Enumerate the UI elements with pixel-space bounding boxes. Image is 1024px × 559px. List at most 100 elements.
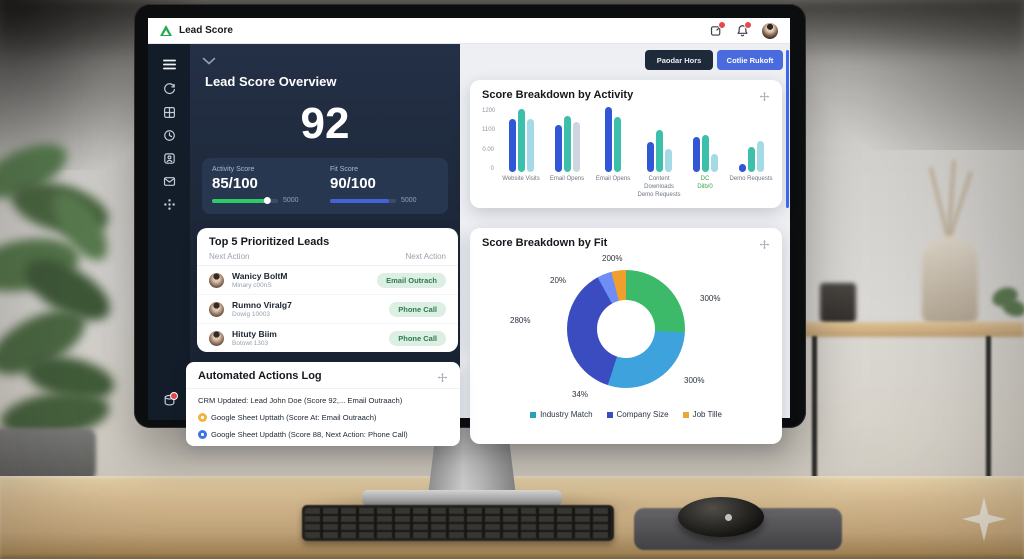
legend-swatch (606, 411, 613, 418)
leads-column-left: Next Action (209, 252, 250, 261)
bar (664, 149, 672, 172)
sheet-yellow-icon (198, 413, 207, 422)
legend-item: Company Size (606, 410, 669, 419)
user-avatar[interactable] (762, 22, 778, 39)
lead-detail: Dowig 10003 (232, 311, 270, 318)
legend-swatch (682, 411, 689, 418)
next-action-badge[interactable]: Email Outrach (377, 272, 446, 288)
bar-category-label: Content Downloads Demo Requests (637, 176, 681, 198)
bar (756, 141, 764, 172)
clock-icon[interactable] (163, 129, 176, 142)
legend-swatch (530, 411, 537, 418)
score-detail-card: Activity Score 85/100 5000 Fit Score 90/… (202, 158, 448, 214)
log-entry: CRM Updated: Lead John Doe (Score 92,...… (186, 392, 460, 409)
contact-card-icon[interactable] (163, 152, 176, 165)
automated-actions-log-card: Automated Actions Log CRM Updated: Lead … (186, 362, 460, 446)
leads-column-right: Next Action (405, 252, 446, 261)
cup (820, 283, 856, 324)
overall-score: 92 (300, 99, 350, 148)
bell-icon[interactable] (736, 21, 752, 37)
activity-progress-fill (212, 198, 269, 203)
bar (526, 118, 534, 172)
drag-handle-icon[interactable] (759, 90, 770, 101)
drag-handle-icon[interactable] (759, 238, 770, 249)
bar (692, 137, 700, 172)
lead-avatar (209, 272, 224, 288)
score-breakdown-fit-card: Score Breakdown by Fit 200% 300% 300% 34% 28… (470, 228, 782, 444)
bar (517, 109, 525, 172)
fit-chart-legend: Industry Match Company Size Job Tille (470, 410, 782, 419)
fit-progress (330, 198, 396, 203)
settings-database-icon[interactable] (163, 392, 178, 407)
donut-callout-label: 200% (602, 254, 623, 263)
bar-group: Demo Requests (728, 108, 774, 199)
lead-name: Hituty Biim (232, 329, 277, 339)
bar-group: Content Downloads Demo Requests (636, 108, 682, 199)
y-tick: 1100 (482, 127, 495, 134)
bar-category-label: Demo Requests (729, 176, 773, 182)
settings-badge (169, 392, 178, 400)
keyboard (302, 505, 614, 541)
bar (747, 146, 755, 172)
activity-progress (212, 197, 278, 204)
bar (614, 117, 621, 172)
donut-chart (567, 270, 685, 388)
chevron-down-icon[interactable] (202, 52, 216, 70)
primary-action-button[interactable]: Cotlie Rukoft (717, 50, 783, 70)
donut-callout-label: 20% (550, 276, 567, 285)
bar-group: Email Opens (590, 106, 636, 199)
overview-title: Lead Score Overview (205, 74, 337, 89)
bar (646, 142, 654, 172)
dashboard-screen: Lead Score (148, 18, 790, 446)
bar-chart-plot: Website Visits Email Opens Email Opens Cont… (498, 106, 774, 199)
secondary-action-button[interactable]: Paodar Hors (645, 50, 713, 70)
bar-group: Website Visits (498, 108, 544, 199)
bar-group: Email Opens (544, 108, 590, 199)
menu-icon[interactable] (162, 57, 177, 72)
fit-score-value: 90/100 (330, 175, 376, 192)
fit-progress-max: 5000 (401, 197, 417, 204)
lead-detail: Botowt 1303 (232, 340, 269, 347)
mail-icon[interactable] (163, 175, 176, 188)
top-leads-card: Top 5 Prioritized Leads Next Action Next… (197, 228, 458, 352)
leads-title: Top 5 Prioritized Leads (209, 236, 330, 248)
compose-icon[interactable] (710, 21, 726, 37)
legend-item: Job Tille (682, 410, 722, 419)
app-title: Lead Score (179, 25, 233, 36)
apps-grid-icon[interactable] (163, 198, 176, 211)
next-action-badge[interactable]: Phone Call (389, 301, 446, 317)
lead-row[interactable]: Wanicy BoltM Minary c00nS Email Outrach (197, 266, 458, 295)
log-text: Google Sheet Updatth (Score 88, Next Act… (211, 430, 408, 439)
lead-name: Wanicy BoltM (232, 271, 288, 281)
donut-callout-label: 300% (684, 376, 705, 385)
log-text: Google Sheet Upttath (Score At: Email Ou… (211, 413, 377, 422)
bar-category-label: Website Visits (502, 176, 540, 182)
sidebar-scroll-indicator[interactable] (786, 50, 789, 208)
drag-handle-icon[interactable] (437, 371, 448, 382)
next-action-badge[interactable]: Phone Call (389, 330, 446, 346)
y-tick: 1200 (482, 108, 496, 114)
bar (508, 118, 516, 172)
activity-progress-knob (263, 197, 271, 204)
bar (605, 106, 612, 172)
donut-callout-label: 300% (700, 294, 721, 303)
activity-score-label: Activity Score (212, 166, 255, 173)
bar-category-label: DC Dilb/0 (697, 176, 713, 190)
legend-label: Industry Match (540, 410, 593, 419)
legend-label: Job Tille (692, 410, 722, 419)
history-icon[interactable] (163, 83, 176, 96)
notification-badge (718, 21, 726, 29)
monitor-stand-base (362, 490, 562, 508)
notification-badge (744, 21, 752, 29)
log-entry: Google Sheet Updatth (Score 88, Next Act… (186, 426, 460, 443)
donut-chart-area: 200% 300% 300% 34% 280% 20% (506, 254, 746, 404)
bar (701, 134, 709, 172)
bar-category-label: Email Opens (595, 176, 631, 182)
bar (572, 122, 580, 172)
lead-row[interactable]: Hituty Biim Botowt 1303 Phone Call (197, 324, 458, 352)
activity-chart-title: Score Breakdown by Activity (482, 89, 634, 101)
grid-icon[interactable] (163, 106, 176, 119)
lead-row[interactable]: Rumno Viralg7 Dowig 10003 Phone Call (197, 295, 458, 324)
mouse (678, 497, 764, 537)
sheet-blue-icon (198, 430, 207, 439)
